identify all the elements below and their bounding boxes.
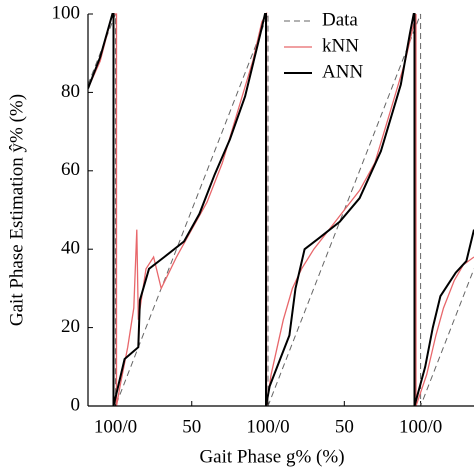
x-tick-label: 100/0 <box>399 416 442 437</box>
y-tick-label: 60 <box>61 159 80 180</box>
series-line <box>88 13 474 406</box>
y-tick-label: 80 <box>61 81 80 102</box>
y-tick-label: 100 <box>52 2 81 23</box>
legend-label: kNN <box>322 35 359 56</box>
x-tick-label: 50 <box>182 416 201 437</box>
series-line <box>88 13 474 406</box>
y-tick-label: 0 <box>71 394 81 415</box>
y-tick-label: 40 <box>61 238 80 259</box>
legend-label: ANN <box>322 61 363 82</box>
y-tick-label: 20 <box>61 316 80 337</box>
y-axis-label: Gait Phase Estimation ŷ% (%) <box>6 94 27 326</box>
x-axis-label: Gait Phase g% (%) <box>199 446 344 467</box>
x-tick-label: 100/0 <box>246 416 289 437</box>
x-tick-label: 100/0 <box>94 416 137 437</box>
x-tick-label: 50 <box>335 416 354 437</box>
legend-label: Data <box>322 9 358 30</box>
series-line <box>88 12 474 406</box>
